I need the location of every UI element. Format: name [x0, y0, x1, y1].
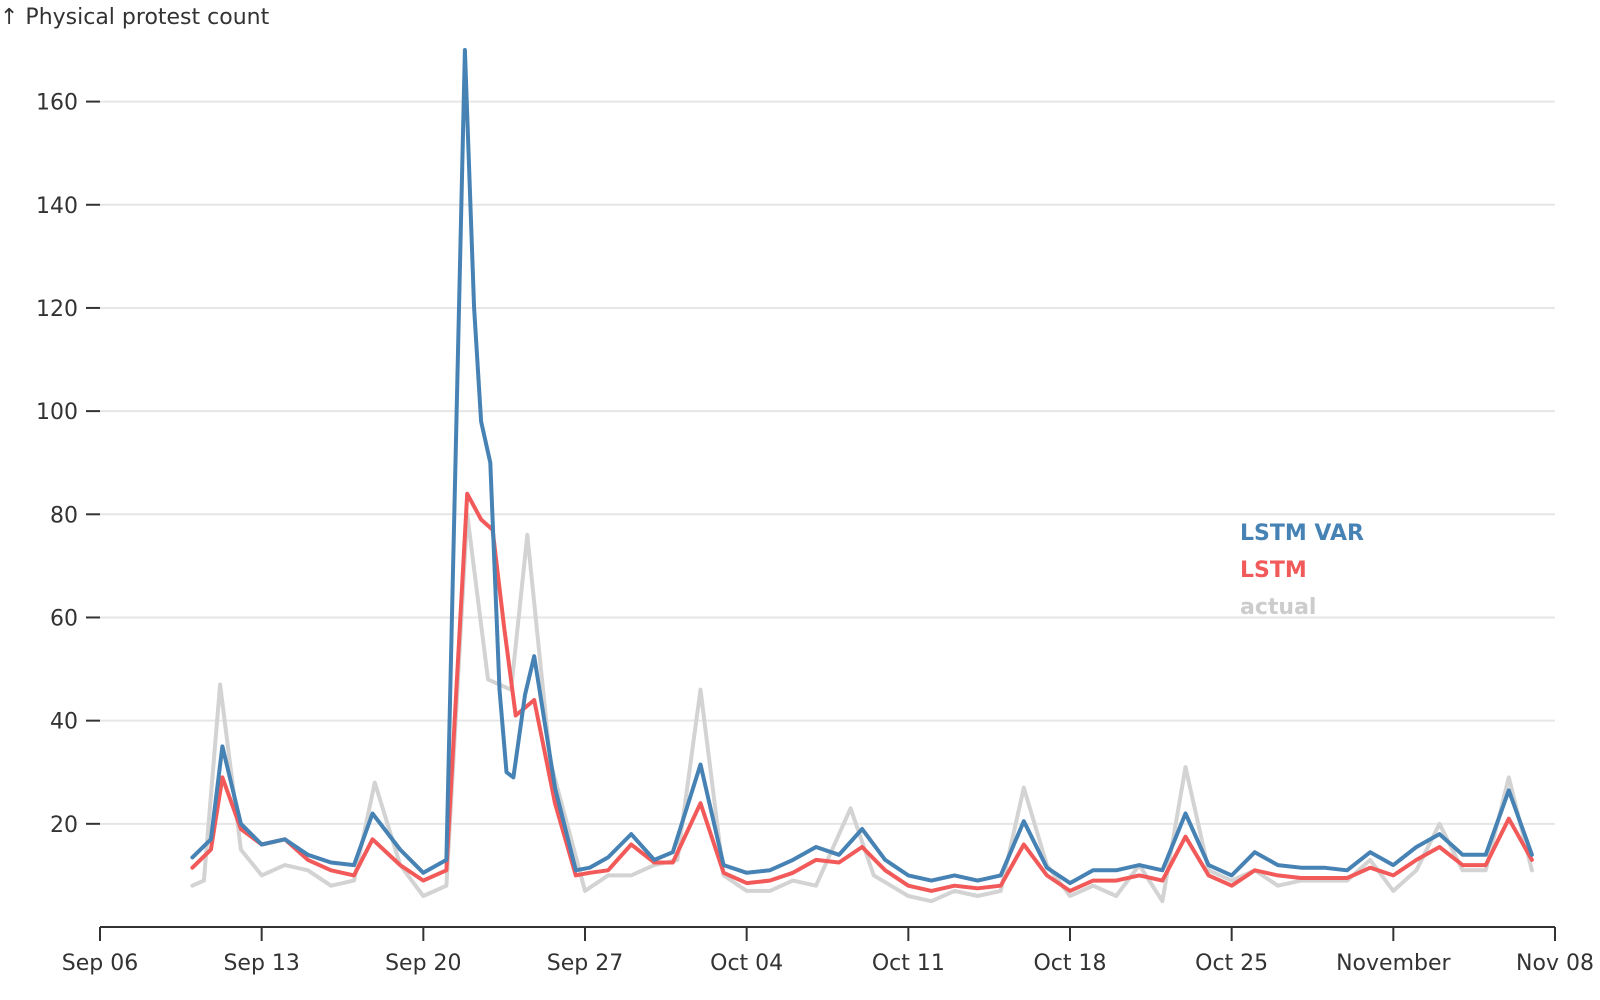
y-tick-label: 100 [36, 400, 78, 425]
y-tick-label: 140 [36, 194, 78, 219]
x-tick-label: November [1336, 951, 1451, 976]
x-tick-label: Sep 27 [547, 951, 623, 976]
y-tick-label: 60 [50, 606, 78, 631]
y-tick-label: 20 [50, 813, 78, 838]
x-tick-label: Sep 20 [385, 951, 461, 976]
x-tick-label: Oct 25 [1195, 951, 1268, 976]
y-axis: 20 40 60 80 100 120 140 160 [36, 91, 100, 838]
series-lines [190, 48, 1534, 904]
x-tick-label: Oct 11 [872, 951, 945, 976]
x-tick-label: Sep 06 [62, 951, 138, 976]
x-axis: Sep 06 Sep 13 Sep 20 Sep 27 Oct 04 Oct 11 Oct … [62, 926, 1594, 976]
legend-entry-lstm: LSTM [1240, 558, 1307, 583]
series-line-lstm-var [190, 48, 1534, 886]
x-tick-label: Nov 08 [1516, 951, 1594, 976]
legend-entry-actual: actual [1240, 595, 1316, 620]
y-tick-label: 80 [50, 503, 78, 528]
series-line-lstm [190, 491, 1534, 893]
x-tick-label: Oct 04 [710, 951, 783, 976]
legend: LSTM VAR LSTM actual [1240, 521, 1364, 620]
y-axis-label: ↑ Physical protest count [0, 5, 270, 30]
x-tick-label: Oct 18 [1033, 951, 1106, 976]
y-tick-label: 40 [50, 710, 78, 735]
x-tick-label: Sep 13 [223, 951, 299, 976]
gridlines [100, 100, 1555, 825]
legend-entry-lstm-var: LSTM VAR [1240, 521, 1364, 546]
y-tick-label: 160 [36, 91, 78, 116]
y-tick-label: 120 [36, 297, 78, 322]
